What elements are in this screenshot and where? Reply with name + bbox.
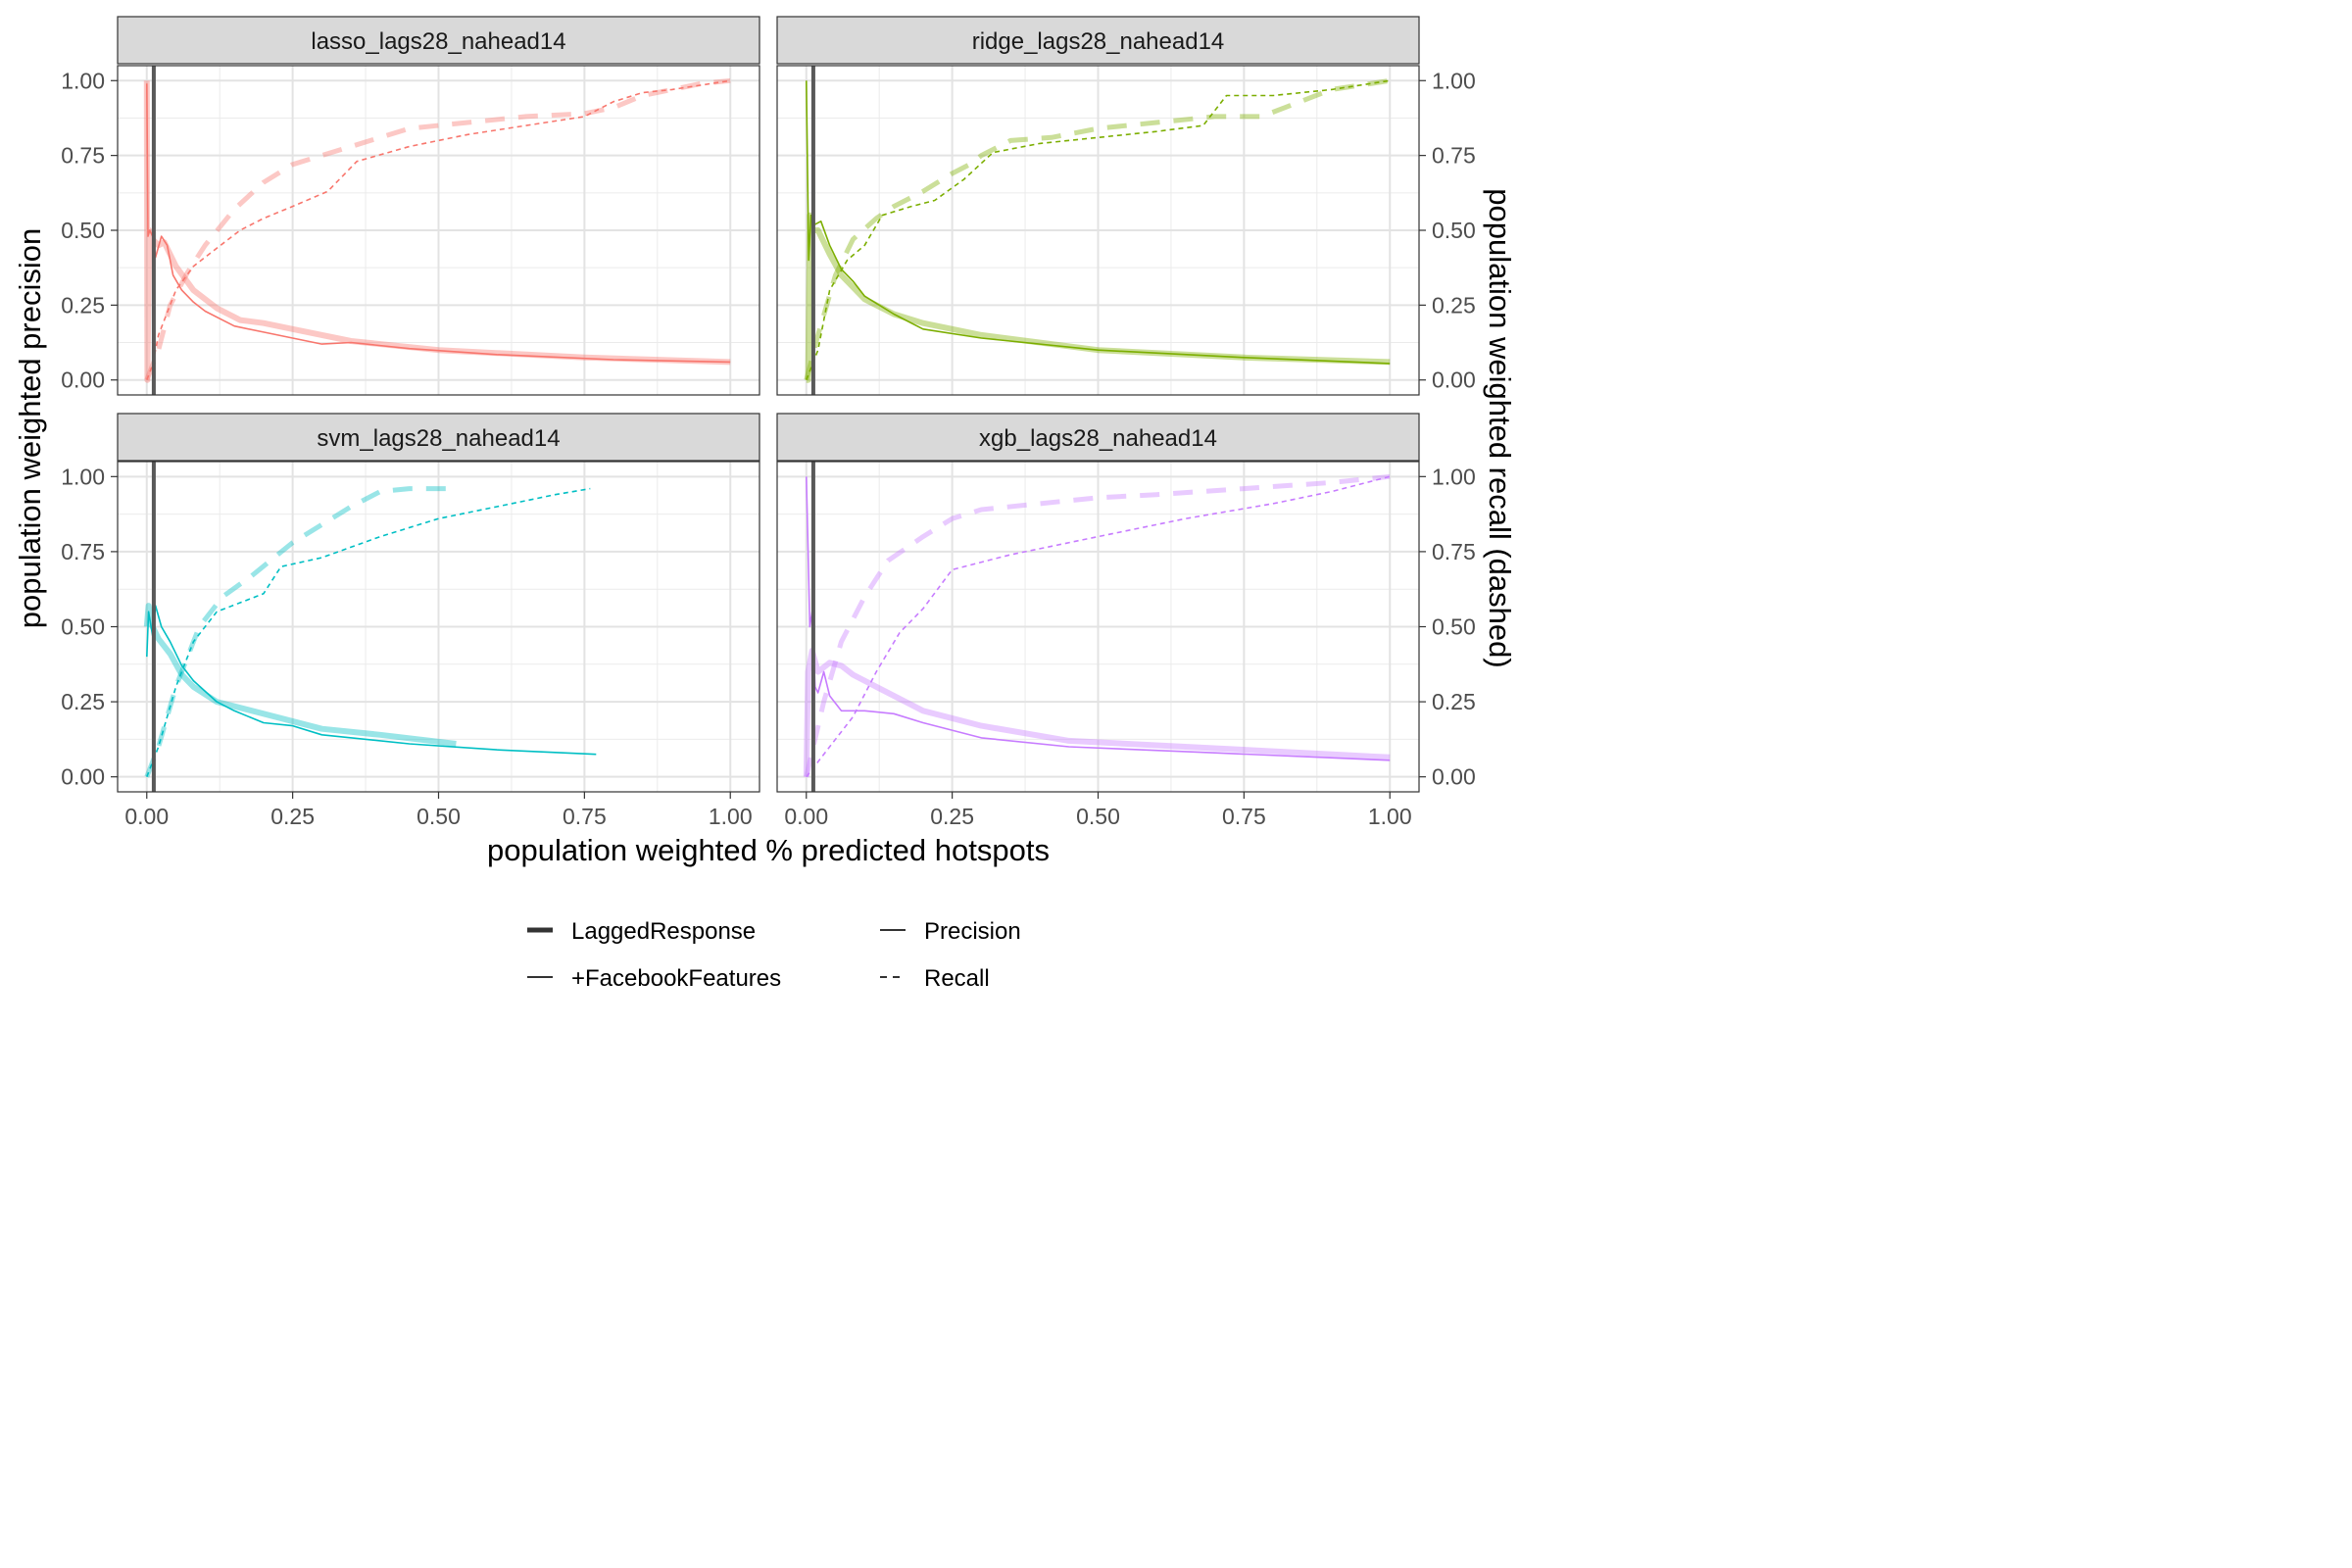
y2-tick-label: 0.75 [1432,143,1476,169]
x-axis-title: population weighted % predicted hotspots [487,833,1050,867]
series-facebook-recall [146,487,591,777]
y-tick-label: 1.00 [61,68,105,93]
gridlines [777,462,1419,792]
x-tick-label: 0.50 [1076,804,1120,829]
x-tick-label: 0.75 [563,804,607,829]
y-tick-label: 0.50 [61,218,105,243]
series-facebook-recall [806,475,1391,778]
y-axis-title-left: population weighted precision [13,228,47,628]
panel-title: ridge_lags28_nahead14 [972,28,1225,55]
x-tick-label: 1.00 [1368,804,1412,829]
x-tick-label: 1.00 [709,804,753,829]
y2-tick-label: 0.00 [1432,764,1476,790]
panel-title: lasso_lags28_nahead14 [311,28,565,55]
y2-tick-label: 0.25 [1432,292,1476,318]
faceted-precision-recall-chart: lasso_lags28_nahead14 0.00 0.25 0.50 0.75 1.0… [13,16,1517,992]
series-facebook-recall [146,79,731,380]
legend-label-precision: Precision [924,918,1021,945]
panel-strip [776,413,1420,462]
y-tick-label: 0.75 [61,539,105,564]
series-lagged-recall [804,77,1391,381]
y-tick-label: 0.00 [61,368,105,393]
panel-1: lasso_lags28_nahead14 0.00 0.25 0.50 0.75 1.0… [61,16,760,396]
y2-tick-label: 0.25 [1432,689,1476,714]
series-facebook-precision [806,476,1391,761]
series-lagged-precision [143,80,731,383]
gridlines [118,66,760,395]
panel-2: ridge_lags28_nahead14 0.00 0.25 0.50 0.75 1.0… [776,16,1476,396]
x-tick-label: 0.25 [270,804,315,829]
y-tick-label: 0.25 [61,292,105,318]
panel-title: xgb_lags28_nahead14 [979,425,1217,452]
y2-tick-label: 1.00 [1432,68,1476,93]
gridlines [777,66,1419,395]
series-facebook-recall [806,79,1391,380]
y-tick-label: 0.25 [61,689,105,714]
y2-tick-label: 0.50 [1432,614,1476,640]
y2-tick-label: 0.50 [1432,218,1476,243]
legend: LaggedResponse +FacebookFeatures Precisi… [527,918,1021,992]
panels: lasso_lags28_nahead14 0.00 0.25 0.50 0.75 1.0… [61,16,1476,829]
x-tick-label: 0.00 [124,804,169,829]
legend-label-recall: Recall [924,965,990,992]
y-tick-label: 0.75 [61,143,105,169]
y2-tick-label: 0.00 [1432,368,1476,393]
panel-strip [117,16,760,65]
series-lagged-recall [804,473,1391,778]
panel-strip [117,413,760,462]
panel-4: xgb_lags28_nahead14 0.00 0.25 0.50 0.75 1.00 0… [776,413,1476,829]
y-tick-label: 1.00 [61,464,105,489]
legend-label-facebook: +FacebookFeatures [571,965,781,992]
series-lagged-recall [144,77,731,381]
legend-label-lagged: LaggedResponse [571,918,756,945]
y-tick-label: 0.00 [61,764,105,790]
gridlines [118,462,760,792]
y2-tick-label: 1.00 [1432,464,1476,489]
y2-tick-label: 0.75 [1432,539,1476,564]
x-tick-label: 0.25 [930,804,974,829]
y-tick-label: 0.50 [61,614,105,640]
x-tick-label: 0.75 [1222,804,1266,829]
series-lagged-recall [144,486,457,778]
x-tick-label: 0.00 [784,804,828,829]
x-tick-label: 0.50 [416,804,461,829]
panel-strip [776,16,1420,65]
panel-title: svm_lags28_nahead14 [317,425,560,452]
panel-3: svm_lags28_nahead14 0.00 0.25 0.50 0.75 1.00 0… [61,413,760,829]
series-facebook-precision [806,80,1391,365]
y-axis-title-right: population weighted recall (dashed) [1483,188,1517,667]
